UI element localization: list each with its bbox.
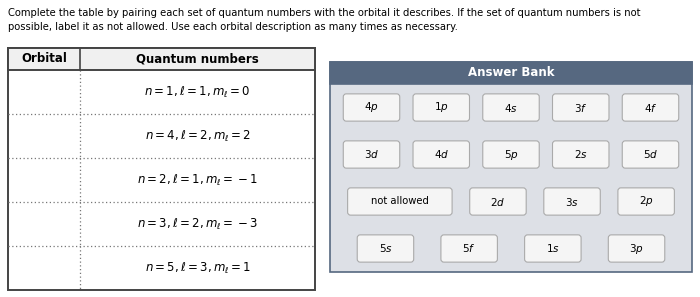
Text: Quantum numbers: Quantum numbers — [136, 53, 259, 66]
Text: possible, label it as not allowed. Use each orbital description as many times as: possible, label it as not allowed. Use e… — [8, 22, 458, 32]
Text: $3\mathit{d}$: $3\mathit{d}$ — [364, 148, 379, 160]
Text: $n=4,\ell=2,m_\ell=2$: $n=4,\ell=2,m_\ell=2$ — [144, 128, 251, 143]
Text: $4\mathit{f}$: $4\mathit{f}$ — [644, 102, 657, 113]
FancyBboxPatch shape — [348, 188, 452, 215]
Text: $2\mathit{s}$: $2\mathit{s}$ — [574, 148, 587, 160]
Text: $1\mathit{s}$: $1\mathit{s}$ — [546, 242, 560, 255]
Bar — [330, 62, 692, 272]
Text: $2\mathit{d}$: $2\mathit{d}$ — [490, 195, 505, 208]
Bar — [330, 62, 692, 84]
FancyBboxPatch shape — [608, 235, 665, 262]
FancyBboxPatch shape — [343, 94, 400, 121]
Text: $4\mathit{p}$: $4\mathit{p}$ — [364, 100, 379, 115]
Text: $3\mathit{s}$: $3\mathit{s}$ — [565, 195, 579, 208]
Text: $n=5,\ell=3,m_\ell=1$: $n=5,\ell=3,m_\ell=1$ — [144, 260, 251, 276]
FancyBboxPatch shape — [544, 188, 601, 215]
Text: not allowed: not allowed — [371, 197, 429, 206]
FancyBboxPatch shape — [622, 94, 679, 121]
Bar — [8, 48, 315, 70]
FancyBboxPatch shape — [524, 235, 581, 262]
Text: $2\mathit{p}$: $2\mathit{p}$ — [639, 195, 654, 208]
FancyBboxPatch shape — [413, 141, 470, 168]
Text: $5\mathit{d}$: $5\mathit{d}$ — [643, 148, 658, 160]
Text: $n=1,\ell=1,m_\ell=0$: $n=1,\ell=1,m_\ell=0$ — [144, 84, 251, 99]
FancyBboxPatch shape — [622, 141, 679, 168]
FancyBboxPatch shape — [413, 94, 470, 121]
FancyBboxPatch shape — [552, 141, 609, 168]
Text: $3\mathit{p}$: $3\mathit{p}$ — [629, 241, 644, 255]
Text: $n=2,\ell=1,m_\ell=-1$: $n=2,\ell=1,m_\ell=-1$ — [137, 173, 258, 187]
Text: Complete the table by pairing each set of quantum numbers with the orbital it de: Complete the table by pairing each set o… — [8, 8, 641, 18]
Text: $5\mathit{s}$: $5\mathit{s}$ — [379, 242, 393, 255]
FancyBboxPatch shape — [483, 141, 539, 168]
Text: Answer Bank: Answer Bank — [468, 67, 554, 80]
Text: $4\mathit{s}$: $4\mathit{s}$ — [504, 102, 518, 113]
Text: Orbital: Orbital — [21, 53, 67, 66]
FancyBboxPatch shape — [357, 235, 414, 262]
FancyBboxPatch shape — [441, 235, 498, 262]
FancyBboxPatch shape — [552, 94, 609, 121]
Text: $5\mathit{p}$: $5\mathit{p}$ — [503, 148, 519, 162]
Text: $n=3,\ell=2,m_\ell=-3$: $n=3,\ell=2,m_\ell=-3$ — [137, 217, 258, 232]
Text: $4\mathit{d}$: $4\mathit{d}$ — [433, 148, 449, 160]
FancyBboxPatch shape — [343, 141, 400, 168]
FancyBboxPatch shape — [618, 188, 674, 215]
FancyBboxPatch shape — [483, 94, 539, 121]
FancyBboxPatch shape — [470, 188, 526, 215]
Text: $1\mathit{p}$: $1\mathit{p}$ — [434, 100, 449, 115]
Text: $3\mathit{f}$: $3\mathit{f}$ — [574, 102, 587, 113]
Text: $5\mathit{f}$: $5\mathit{f}$ — [463, 242, 476, 255]
Bar — [8, 48, 315, 290]
